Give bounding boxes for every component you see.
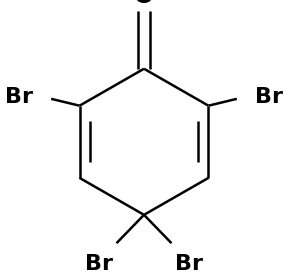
- Text: Br: Br: [175, 254, 203, 274]
- Text: Br: Br: [255, 87, 283, 107]
- Text: O: O: [134, 0, 154, 8]
- Text: Br: Br: [85, 254, 113, 274]
- Text: Br: Br: [5, 87, 33, 107]
